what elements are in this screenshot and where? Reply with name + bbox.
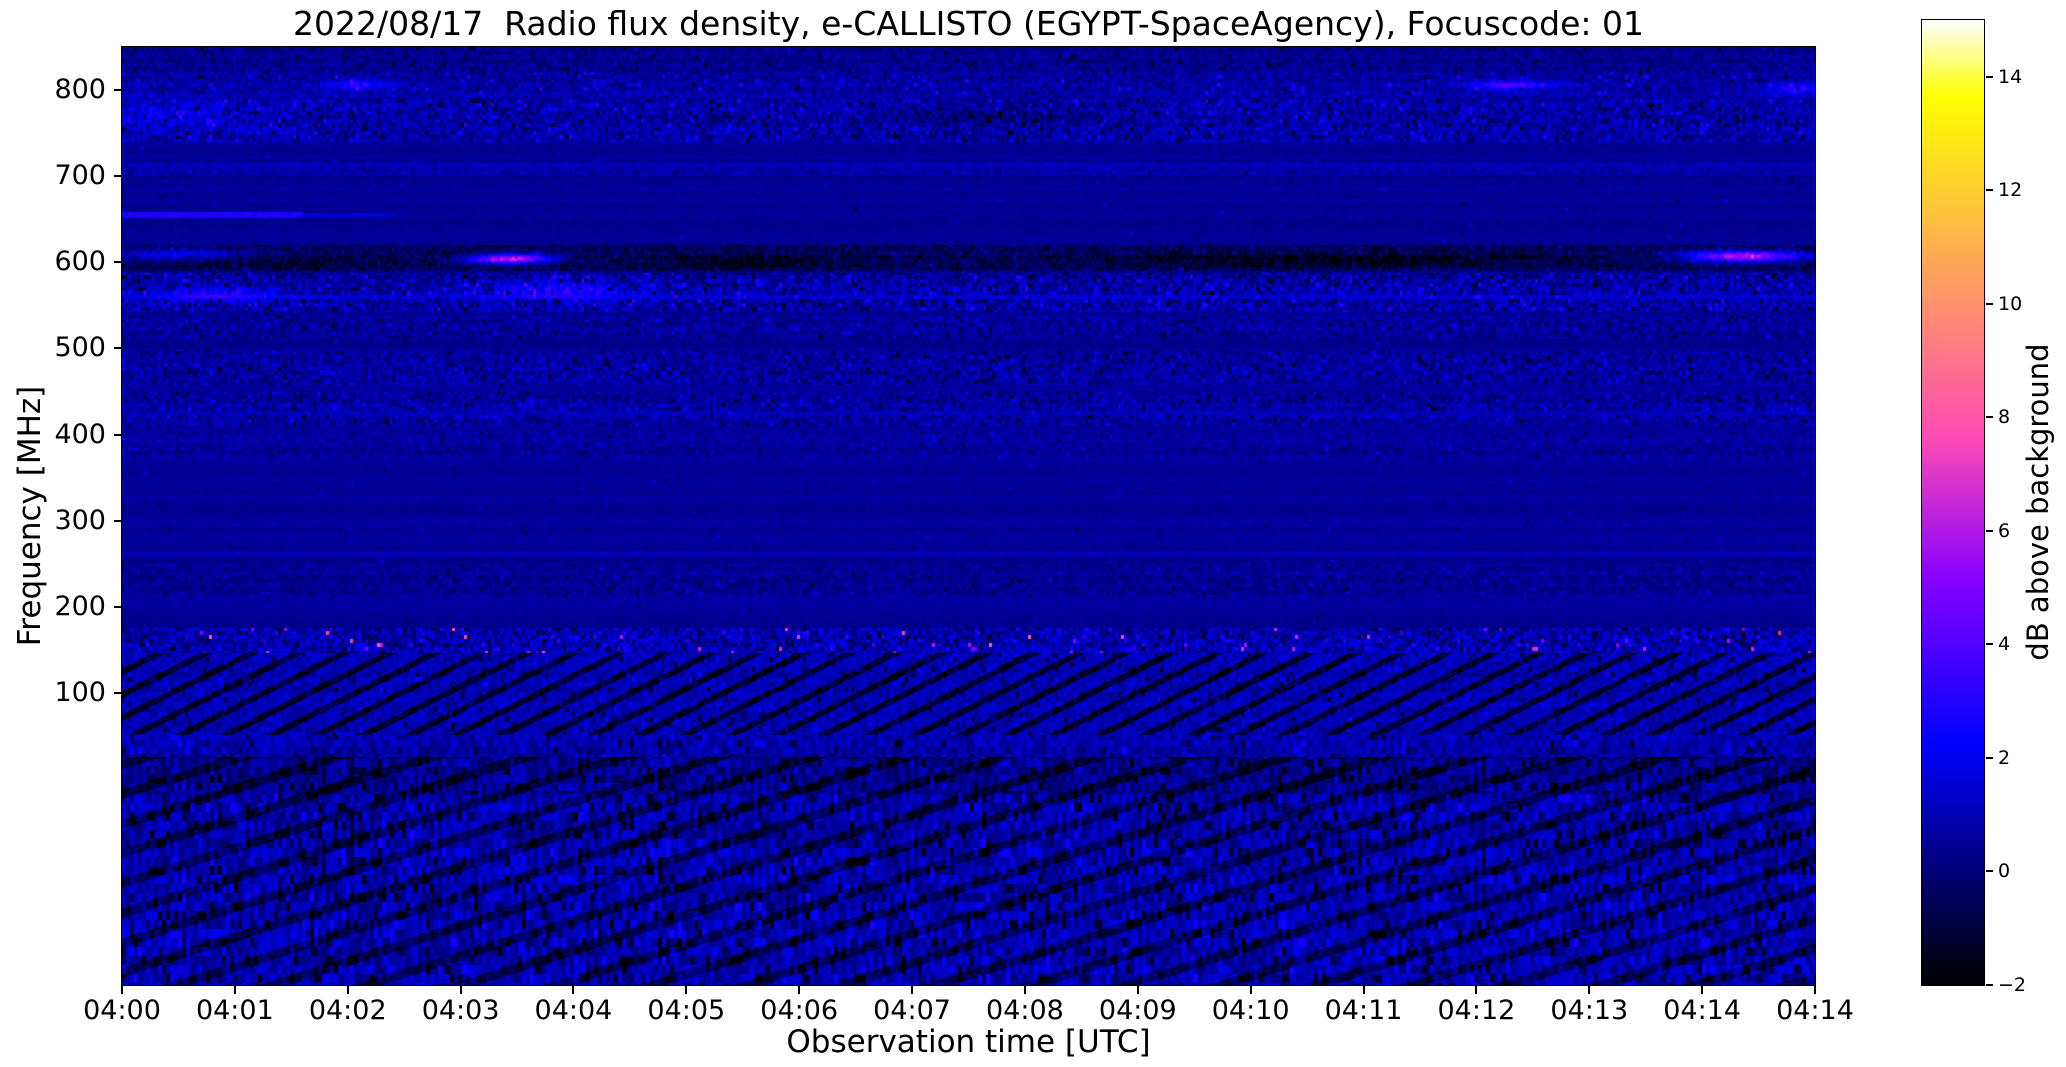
colorbar-tick <box>1986 416 1993 419</box>
x-tick-label: 04:14 <box>1663 995 1742 1026</box>
x-tick-label: 04:03 <box>421 995 500 1026</box>
colorbar-tick <box>1986 756 1993 759</box>
y-tick <box>114 261 122 264</box>
colorbar-tick-label: 8 <box>1998 406 2011 429</box>
colorbar-tick-label: 0 <box>1998 860 2011 883</box>
x-tick-label: 04:00 <box>83 995 161 1026</box>
x-tick-label: 04:02 <box>308 995 387 1026</box>
x-tick-label: 04:01 <box>195 995 274 1026</box>
x-tick <box>1136 986 1139 994</box>
x-tick <box>798 986 801 994</box>
y-tick-label: 700 <box>54 160 106 192</box>
x-axis-label: Observation time [UTC] <box>786 1024 1151 1060</box>
colorbar-tick <box>1986 189 1993 192</box>
y-tick-label: 800 <box>54 74 106 106</box>
chart-title: 2022/08/17 Radio flux density, e-CALLIST… <box>292 4 1644 43</box>
x-tick-label: 04:09 <box>1098 995 1177 1026</box>
x-tick-label: 04:13 <box>1550 995 1629 1026</box>
x-tick-label: 04:12 <box>1437 995 1516 1026</box>
x-tick <box>572 986 575 994</box>
x-tick <box>1588 986 1591 994</box>
colorbar-label: dB above background <box>2021 343 2055 661</box>
x-tick <box>1814 986 1816 994</box>
x-tick <box>459 986 462 994</box>
y-tick-label: 600 <box>54 246 106 278</box>
x-tick-label: 04:07 <box>873 995 951 1026</box>
colorbar-tick-label: 2 <box>1998 746 2011 769</box>
y-tick-label: 100 <box>54 677 106 708</box>
y-tick <box>114 175 122 178</box>
colorbar-tick-label: 12 <box>1998 179 2023 202</box>
colorbar-tick <box>1986 75 1993 78</box>
colorbar-tick <box>1986 302 1993 305</box>
x-tick <box>1249 986 1252 994</box>
x-tick <box>346 986 349 994</box>
x-tick-label: 04:06 <box>760 995 839 1026</box>
x-tick <box>1362 986 1365 994</box>
x-tick <box>911 986 914 994</box>
y-tick-label: 500 <box>54 332 106 364</box>
colorbar-tick-label: 4 <box>1998 633 2011 656</box>
y-tick <box>114 692 122 694</box>
x-tick-label: 04:08 <box>986 995 1064 1026</box>
x-tick <box>1475 986 1478 994</box>
x-tick <box>1023 986 1026 994</box>
x-tick <box>685 986 688 994</box>
y-tick-label: 200 <box>54 590 106 622</box>
colorbar-canvas <box>1922 20 1984 985</box>
colorbar <box>1921 19 1985 986</box>
y-tick <box>114 433 122 436</box>
x-tick-label: 04:05 <box>647 995 726 1026</box>
x-tick-label: 04:10 <box>1211 995 1290 1026</box>
colorbar-tick-label: 10 <box>1998 292 2023 315</box>
x-tick-label: 04:04 <box>534 995 613 1026</box>
x-tick <box>1701 986 1704 994</box>
plot-area <box>121 46 1816 986</box>
x-tick-label: 04:14 <box>1776 995 1854 1026</box>
colorbar-tick <box>1986 643 1993 646</box>
y-tick <box>114 89 122 92</box>
y-tick <box>114 519 122 522</box>
y-tick <box>114 605 122 608</box>
colorbar-tick-label: 6 <box>1998 519 2011 542</box>
x-tick-label: 04:11 <box>1324 995 1403 1026</box>
colorbar-tick <box>1986 870 1993 873</box>
spectrogram-canvas <box>122 47 1815 985</box>
colorbar-tick-label: 14 <box>1998 65 2023 88</box>
y-tick-label: 400 <box>54 418 106 450</box>
colorbar-tick-label: −2 <box>1998 974 2027 996</box>
x-tick <box>121 986 123 994</box>
colorbar-tick <box>1986 984 1993 986</box>
y-tick <box>114 347 122 350</box>
y-tick-label: 300 <box>54 504 106 536</box>
x-tick <box>233 986 236 994</box>
colorbar-tick <box>1986 529 1993 532</box>
